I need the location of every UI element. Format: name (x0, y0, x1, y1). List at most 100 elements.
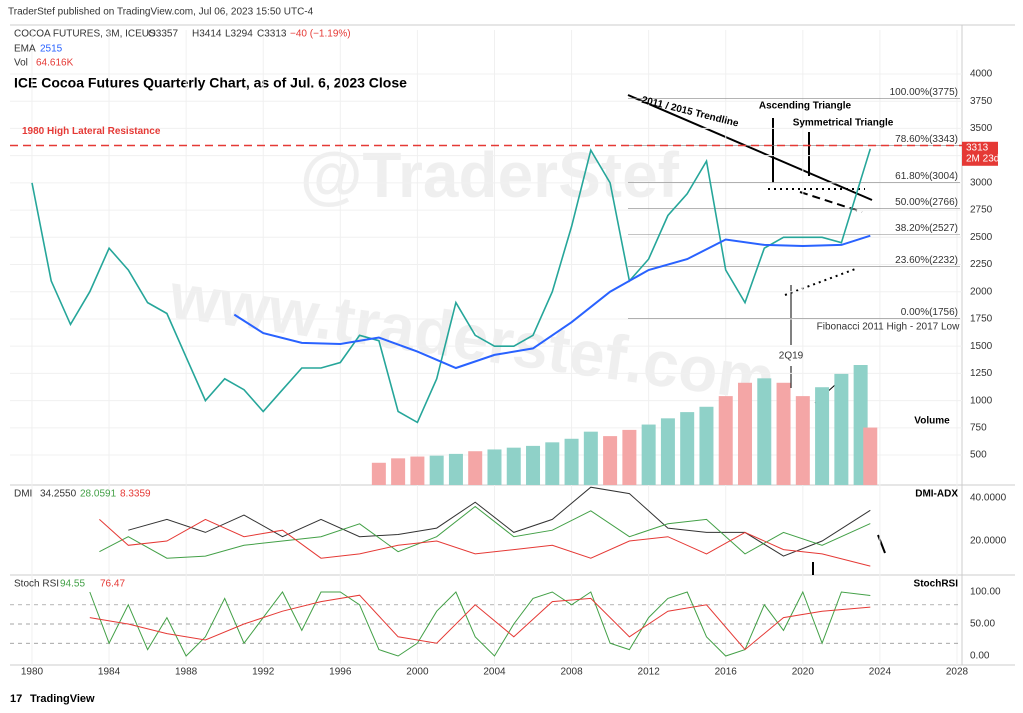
volume-bar (815, 387, 830, 485)
brand-logo: 17 (10, 693, 22, 705)
volume-bar (699, 406, 714, 485)
y-tick-label: 0.00 (970, 651, 990, 662)
fib-label: 23.60%(2232) (895, 255, 958, 266)
legend-value: 64.616K (36, 58, 74, 69)
publisher: TraderStef published on TradingView.com,… (8, 7, 314, 18)
series-line (99, 518, 871, 567)
volume-bar (603, 436, 618, 485)
y-tick-label: 100.00 (970, 587, 1001, 598)
volume-bar (863, 427, 878, 485)
legend-value: 34.2550 (40, 489, 77, 500)
fib-label: 100.00%(3775) (890, 87, 958, 98)
volume-bar (718, 396, 733, 485)
volume-bar (583, 431, 598, 485)
volume-bar (545, 442, 560, 485)
x-tick-label: 1984 (98, 667, 121, 678)
volume-bar (468, 451, 483, 485)
x-tick-label: 1992 (252, 667, 275, 678)
volume-bar (506, 447, 521, 485)
y-tick-label: 4000 (970, 69, 993, 80)
volume-bar (622, 429, 637, 485)
y-tick-label: 2750 (970, 205, 993, 216)
annotation: Fibonacci 2011 High - 2017 Low (817, 322, 960, 333)
volume-bar (680, 412, 695, 485)
volume-bar (757, 378, 772, 485)
legend-name: Stoch RSI (14, 579, 59, 590)
annotation: Volume (914, 416, 950, 427)
y-tick-label: 750 (970, 422, 987, 433)
x-tick-label: 1996 (329, 667, 352, 678)
series-line (31, 148, 872, 424)
x-tick-label: 2024 (869, 667, 892, 678)
volume-bar (487, 449, 502, 485)
volume-bar (795, 396, 810, 485)
y-tick-label: 3500 (970, 123, 993, 134)
y-tick-label: 1000 (970, 395, 993, 406)
legend-name: Vol (14, 58, 28, 69)
legend-name: EMA (14, 44, 36, 55)
series-line (128, 486, 871, 557)
x-tick-label: 2000 (406, 667, 429, 678)
fib-label: 38.20%(2527) (895, 223, 958, 234)
ohlc-value: C3313 (257, 29, 287, 40)
price-tag (962, 141, 998, 166)
series-line (89, 594, 871, 651)
y-tick-label: 1250 (970, 368, 993, 379)
y-tick-label: 40.0000 (970, 493, 1007, 504)
legend-value: 28.0591 (80, 489, 117, 500)
y-tick-label: 2250 (970, 259, 993, 270)
legend-value: 2515 (40, 44, 63, 55)
annotation: Symmetrical Triangle (793, 118, 894, 129)
legend-value: 76.47 (100, 579, 125, 590)
x-tick-label: 1988 (175, 667, 198, 678)
y-tick-label: 20.0000 (970, 536, 1007, 547)
y-tick-label: 2500 (970, 232, 993, 243)
ohlc-value: O3357 (148, 29, 178, 40)
volume-bar (776, 382, 791, 485)
x-tick-label: 2028 (946, 667, 969, 678)
volume-bar (641, 424, 656, 485)
pane-title: StochRSI (914, 579, 959, 590)
fib-label: 78.60%(3343) (895, 134, 958, 145)
x-tick-label: 2016 (715, 667, 738, 678)
triangle-line (784, 267, 859, 296)
volume-bar (391, 458, 406, 485)
y-tick-label: 2000 (970, 286, 993, 297)
volume-bar (526, 445, 541, 485)
price-tag-label: 3313 (966, 142, 989, 153)
y-tick-label: 1750 (970, 314, 993, 325)
volume-bar (660, 418, 675, 485)
series-line (89, 590, 871, 657)
x-tick-label: 2004 (483, 667, 506, 678)
legend-value: 94.55 (60, 579, 85, 590)
pane-title: DMI-ADX (915, 489, 958, 500)
volume-bar (371, 462, 386, 485)
chart-title: ICE Cocoa Futures Quarterly Chart, as of… (14, 75, 407, 91)
y-tick-label: 3000 (970, 178, 993, 189)
volume-bar (564, 438, 579, 485)
volume-bar (834, 373, 849, 485)
annotation: 2Q19 (779, 351, 804, 362)
y-tick-label: 50.00 (970, 619, 995, 630)
y-tick-label: 500 (970, 450, 987, 461)
volume-bar (429, 455, 444, 485)
arrow (877, 534, 886, 554)
y-tick-label: 3750 (970, 96, 993, 107)
watermark: @TraderStef (300, 139, 680, 211)
series-line (233, 234, 871, 370)
legend-value: 8.3359 (120, 489, 151, 500)
x-tick-label: 2012 (638, 667, 661, 678)
ohlc-value: H3414 (192, 29, 222, 40)
volume-bar (448, 453, 463, 485)
x-tick-label: 1980 (21, 667, 44, 678)
resistance-label: 1980 High Lateral Resistance (22, 126, 161, 137)
x-tick-label: 2020 (792, 667, 815, 678)
volume-bar (738, 382, 753, 485)
fib-label: 61.80%(3004) (895, 171, 958, 182)
annotation: Ascending Triangle (759, 101, 852, 112)
brand: TradingView (30, 693, 95, 705)
y-tick-label: 1500 (970, 341, 993, 352)
x-tick-label: 2008 (560, 667, 583, 678)
series-line (99, 505, 871, 559)
